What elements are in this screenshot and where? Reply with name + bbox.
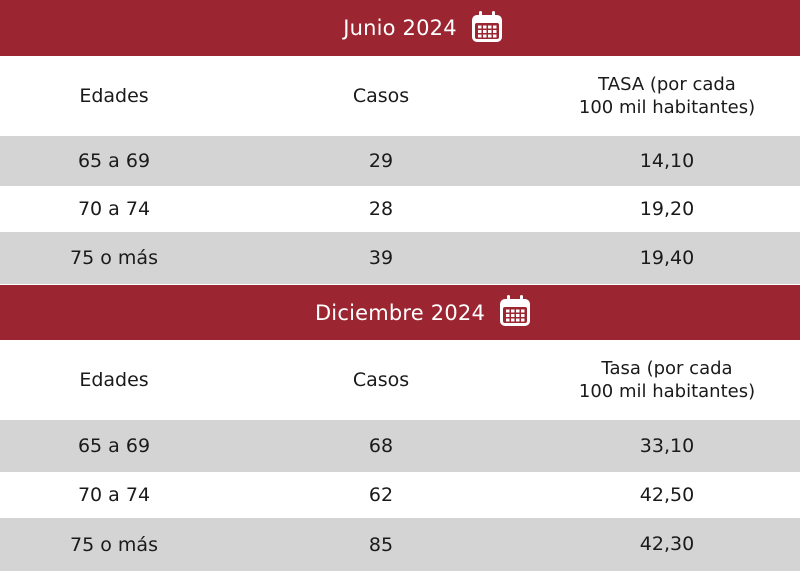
cell-cases: 39 [368, 247, 394, 269]
cell-rate: 19,40 [639, 246, 695, 269]
calendar-icon [472, 11, 502, 42]
table-title-banner: Diciembre 2024 [0, 285, 800, 340]
cell-cases: 62 [368, 484, 394, 506]
header-tasa: Tasa (por cada 100 mil habitantes) [534, 357, 800, 403]
table-header-row: Edades Casos TASA (por cada 100 mil habi… [0, 56, 800, 136]
cell-age: 65 a 69 [77, 150, 151, 172]
cell-age: 70 a 74 [77, 198, 151, 220]
table-row: 70 a 74 62 42,50 [0, 472, 800, 518]
table-title: Junio 2024 [343, 16, 457, 40]
table-row: 75 o más 39 19,40 [0, 232, 800, 284]
cell-rate: 19,20 [639, 197, 695, 220]
table-title-banner: Junio 2024 [0, 0, 800, 56]
header-casos: Casos [352, 369, 410, 391]
cell-cases: 85 [368, 533, 394, 556]
cell-rate: 33,10 [639, 434, 695, 457]
header-edades: Edades [79, 369, 149, 391]
table-row: 75 o más 85 42,30 [0, 518, 800, 571]
cell-rate: 42,50 [639, 483, 695, 506]
cell-rate: 14,10 [639, 149, 695, 172]
cell-cases: 28 [368, 198, 394, 220]
cell-age: 75 o más [70, 533, 158, 556]
table-header-row: Edades Casos Tasa (por cada 100 mil habi… [0, 340, 800, 420]
table-row: 70 a 74 28 19,20 [0, 186, 800, 232]
cell-age: 75 o más [70, 247, 158, 269]
table-title: Diciembre 2024 [314, 300, 486, 325]
table-junio-2024: Junio 2024 Edades Casos TASA (por cada 1… [0, 0, 800, 284]
cell-age: 65 a 69 [77, 435, 151, 457]
header-tasa-line1: TASA (por cada [598, 74, 736, 95]
calendar-icon [500, 295, 530, 326]
header-tasa-line2: 100 mil habitantes) [578, 97, 756, 118]
header-edades: Edades [79, 85, 149, 107]
cell-cases: 68 [368, 435, 394, 457]
header-casos: Casos [352, 85, 410, 107]
header-tasa: TASA (por cada 100 mil habitantes) [534, 73, 800, 119]
table-row: 65 a 69 68 33,10 [0, 420, 800, 472]
table-row: 65 a 69 29 14,10 [0, 136, 800, 186]
table-diciembre-2024: Diciembre 2024 Edades Casos Tasa (por ca… [0, 285, 800, 571]
header-tasa-line2: 100 mil habitantes) [578, 381, 756, 402]
cell-age: 70 a 74 [77, 484, 151, 506]
cell-rate: 42,30 [639, 533, 695, 555]
header-tasa-line1: Tasa (por cada [601, 358, 733, 379]
cell-cases: 29 [368, 150, 394, 172]
